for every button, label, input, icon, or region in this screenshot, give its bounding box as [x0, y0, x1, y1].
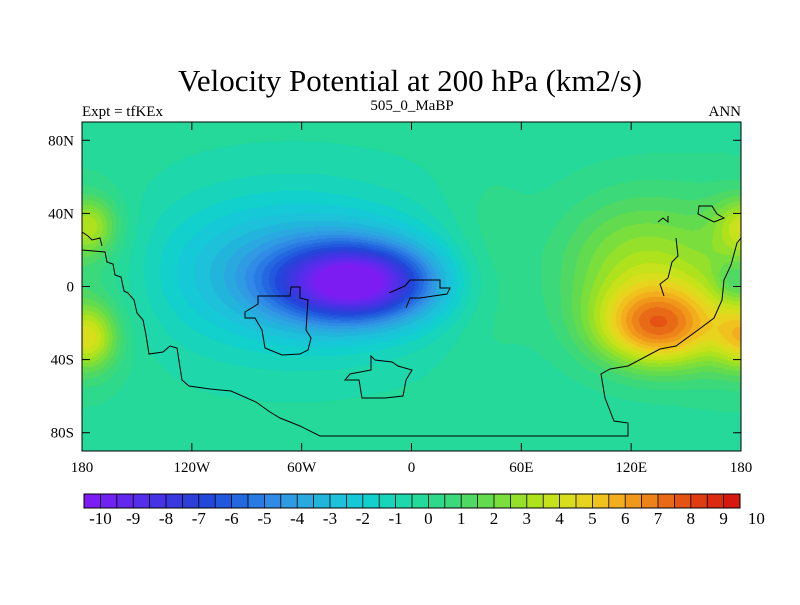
- y-tick-label: 40S: [51, 353, 74, 369]
- colorbar-label: 8: [687, 509, 696, 528]
- y-tick-label: 80N: [48, 133, 74, 149]
- colorbar-swatch: [166, 494, 183, 508]
- colorbar-swatch: [592, 494, 610, 508]
- colorbar-swatch: [723, 494, 741, 508]
- coastline-south-atlantic: [343, 354, 413, 399]
- colorbar-label: 6: [621, 509, 630, 528]
- colorbar-swatch: [149, 494, 167, 508]
- chart-title: Velocity Potential at 200 hPa (km2/s): [178, 63, 642, 98]
- coastline-west-edge: [81, 231, 103, 247]
- contour-field: [82, 122, 741, 451]
- x-tick-label: 180: [71, 460, 94, 476]
- colorbar-label: 5: [588, 509, 597, 528]
- colorbar-swatch: [330, 494, 347, 508]
- colorbar-swatch: [84, 494, 101, 508]
- colorbar-swatch: [231, 494, 249, 508]
- coastline-atlantic-landmass: [244, 286, 312, 356]
- colorbar-swatch: [510, 494, 528, 508]
- x-tick-label: 120E: [615, 460, 647, 476]
- y-tick-label: 40N: [48, 206, 74, 222]
- coastline-africa: [388, 279, 451, 309]
- colorbar-swatch: [707, 494, 724, 508]
- colorbar-swatch: [494, 494, 511, 508]
- colorbar-label: 10: [748, 509, 765, 528]
- colorbar-swatch: [559, 494, 577, 508]
- colorbar-label: -8: [159, 509, 173, 528]
- colorbar-swatch: [100, 494, 118, 508]
- x-tick-label: 60E: [509, 460, 533, 476]
- colorbar-swatch: [461, 494, 478, 508]
- colorbar-label: 3: [523, 509, 532, 528]
- colorbar-swatch: [248, 494, 265, 508]
- colorbar-swatch: [395, 494, 413, 508]
- colorbar-swatch: [133, 494, 150, 508]
- right-string: ANN: [709, 104, 742, 120]
- colorbar-swatch: [182, 494, 200, 508]
- colorbar-swatch: [264, 494, 282, 508]
- y-tick-label: 0: [67, 280, 75, 296]
- colorbar-label: -7: [192, 509, 207, 528]
- y-axis-ticks: 80N 40N 0 40S 80S: [48, 133, 741, 442]
- colorbar-swatch: [674, 494, 692, 508]
- colorbar-swatch: [116, 494, 134, 508]
- colorbar-swatch: [477, 494, 495, 508]
- colorbar-label: 9: [719, 509, 728, 528]
- colorbar-label: -5: [257, 509, 271, 528]
- colorbar-swatch: [362, 494, 380, 508]
- colorbar-swatch: [543, 494, 560, 508]
- colorbar-frame: [83, 493, 741, 509]
- colorbar-label: -9: [126, 509, 140, 528]
- colorbar-label: -3: [323, 509, 337, 528]
- x-tick-label: 0: [408, 460, 416, 476]
- colorbar-swatch: [526, 494, 544, 508]
- colorbar-swatch: [379, 494, 396, 508]
- coastlines: [81, 205, 742, 437]
- x-axis-ticks: 180 120W 60W 0 60E 120E 180: [71, 122, 753, 476]
- colorbar-swatch: [280, 494, 298, 508]
- y-tick-label: 80S: [51, 426, 74, 442]
- colorbar-label: 2: [490, 509, 499, 528]
- colorbar-swatch: [412, 494, 429, 508]
- colorbar-swatch: [658, 494, 675, 508]
- colorbar-label: -2: [356, 509, 370, 528]
- colorbar-swatch: [690, 494, 708, 508]
- map-panel: 180 120W 60W 0 60E 120E 180 80N 40N 0 40S 80S: [48, 121, 753, 476]
- colorbar-swatch: [313, 494, 331, 508]
- colorbar-label: 4: [555, 509, 564, 528]
- colorbar-swatch: [297, 494, 314, 508]
- colorbar-label: -10: [89, 509, 112, 528]
- colorbar-label: -1: [389, 509, 403, 528]
- colorbar-swatch: [198, 494, 216, 508]
- colorbar-swatch: [625, 494, 642, 508]
- x-tick-label: 60W: [287, 460, 317, 476]
- colorbar-swatch: [215, 494, 232, 508]
- colorbar-swatch: [608, 494, 626, 508]
- colorbar-swatch: [428, 494, 446, 508]
- colorbar-swatch: [444, 494, 462, 508]
- colorbar-swatch: [641, 494, 659, 508]
- coastline-asia-east: [657, 205, 726, 297]
- colorbar-label: 7: [654, 509, 663, 528]
- left-string: Expt = tfKEx: [82, 104, 163, 120]
- colorbar-label: 1: [457, 509, 466, 528]
- x-tick-label: 120W: [173, 460, 211, 476]
- colorbar: -10 -9 -8 -7 -6 -5 -4 -3 -2 -1 0 1 2 3 4 5 6 7 8 9 10: [83, 493, 765, 528]
- center-string: 505_0_MaBP: [370, 98, 453, 114]
- colorbar-swatch: [346, 494, 364, 508]
- colorbar-label: -4: [290, 509, 305, 528]
- x-tick-label: 180: [730, 460, 753, 476]
- colorbar-label: 0: [424, 509, 433, 528]
- colorbar-label: -6: [225, 509, 239, 528]
- coastline-south-america: [81, 237, 742, 437]
- colorbar-swatch: [576, 494, 593, 508]
